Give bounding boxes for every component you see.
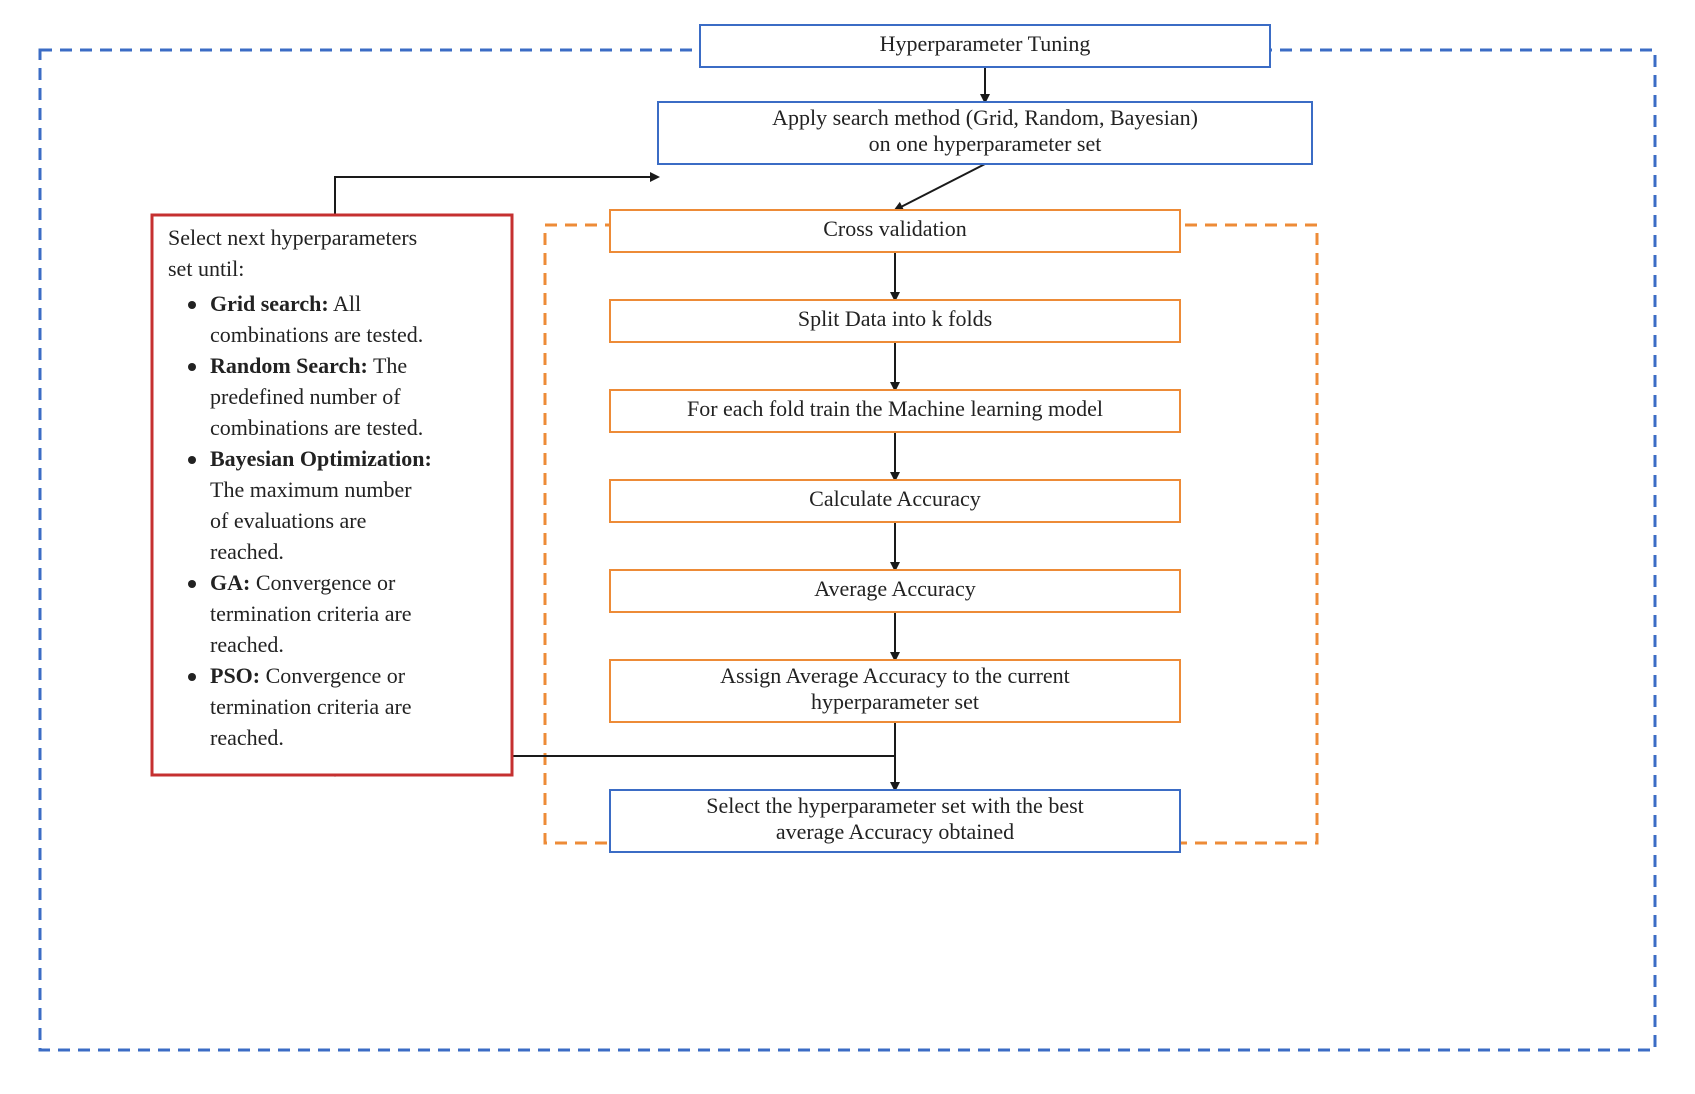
flow-node-n8: Assign Average Accuracy to the currenthy… [610, 660, 1180, 722]
flow-node-label: Apply search method (Grid, Random, Bayes… [772, 105, 1198, 130]
flowchart-canvas: Hyperparameter Tuning Apply search method… [0, 0, 1695, 1094]
info-bullet-line: combinations are tested. [210, 322, 423, 347]
info-bullet-line: combinations are tested. [210, 415, 423, 440]
flow-node-n6: Calculate Accuracy [610, 480, 1180, 522]
flow-node-label: Split Data into k folds [798, 306, 992, 331]
flow-arrow [895, 164, 985, 210]
bullet-icon [188, 673, 196, 681]
flow-node-label: on one hyperparameter set [869, 131, 1102, 156]
info-bullet-line: The maximum number [210, 477, 412, 502]
info-bullet-line: reached. [210, 725, 284, 750]
info-bullet-line: termination criteria are [210, 601, 412, 626]
info-bullet-line: Grid search: All [210, 291, 361, 316]
flow-node-n2: Apply search method (Grid, Random, Bayes… [658, 102, 1312, 164]
info-bullet-line: predefined number of [210, 384, 401, 409]
flow-node-n7: Average Accuracy [610, 570, 1180, 612]
bullet-icon [188, 456, 196, 464]
flow-node-label: Assign Average Accuracy to the current [720, 663, 1070, 688]
bullet-icon [188, 363, 196, 371]
info-bullet-line: reached. [210, 632, 284, 657]
info-bullet-line: PSO: Convergence or [210, 663, 406, 688]
bullet-icon [188, 301, 196, 309]
flow-node-label: Hyperparameter Tuning [880, 31, 1091, 56]
flow-node-label: Average Accuracy [814, 576, 975, 601]
info-panel-header: set until: [168, 256, 244, 281]
info-bullet-line: of evaluations are [210, 508, 366, 533]
flow-node-label: For each fold train the Machine learning… [687, 396, 1103, 421]
flow-node-label: average Accuracy obtained [776, 819, 1014, 844]
flow-node-label: Cross validation [823, 216, 967, 241]
flow-node-label: Calculate Accuracy [809, 486, 981, 511]
flow-node-n5: For each fold train the Machine learning… [610, 390, 1180, 432]
info-bullet-line: reached. [210, 539, 284, 564]
flow-node-label: hyperparameter set [811, 689, 979, 714]
info-bullet-line: termination criteria are [210, 694, 412, 719]
info-bullet-line: GA: Convergence or [210, 570, 396, 595]
flow-node-n4: Split Data into k folds [610, 300, 1180, 342]
info-bullet-line: Random Search: The [210, 353, 407, 378]
flow-node-n3: Cross validation [610, 210, 1180, 252]
bullet-icon [188, 580, 196, 588]
flow-node-n1: Hyperparameter Tuning [700, 25, 1270, 67]
flow-node-n9: Select the hyperparameter set with the b… [610, 790, 1180, 852]
flow-node-label: Select the hyperparameter set with the b… [706, 793, 1084, 818]
info-panel-header: Select next hyperparameters [168, 225, 417, 250]
info-bullet-line: Bayesian Optimization: [210, 446, 432, 471]
